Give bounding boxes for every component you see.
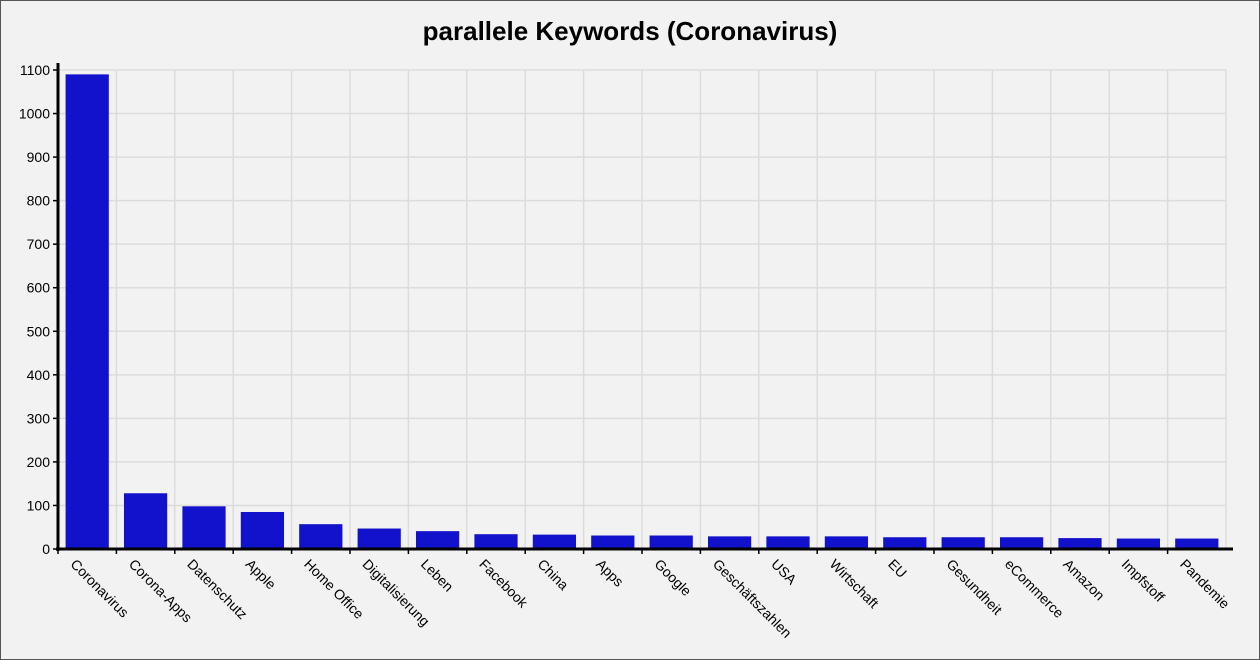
- chart-title: parallele Keywords (Coronavirus): [423, 16, 838, 46]
- bar: [766, 536, 810, 549]
- x-tick-label: Wirtschaft: [827, 556, 882, 611]
- bar: [1175, 538, 1219, 549]
- x-tick-label: China: [535, 556, 572, 593]
- y-tick-label: 1100: [20, 62, 50, 78]
- x-tick-label: Amazon: [1060, 556, 1108, 604]
- bar: [941, 537, 985, 549]
- bars: [65, 74, 1219, 549]
- x-tick-label: Apple: [243, 556, 280, 593]
- bar: [357, 528, 401, 549]
- x-tick-label: Google: [651, 556, 694, 599]
- bar: [299, 524, 343, 549]
- bar: [240, 511, 285, 549]
- x-tick-label: Facebook: [476, 556, 531, 611]
- x-tick-label: Pandemie: [1177, 556, 1233, 612]
- y-tick-label: 300: [27, 410, 51, 426]
- bar: [1058, 538, 1102, 549]
- grid-lines: [57, 69, 1227, 550]
- bar: [883, 537, 927, 549]
- bar: [474, 534, 518, 549]
- y-tick-label: 500: [27, 323, 51, 339]
- bar: [591, 535, 635, 549]
- bar: [415, 531, 460, 549]
- x-tick-label: Gesundheit: [943, 556, 1005, 618]
- y-tick-label: 200: [27, 454, 51, 470]
- y-tick-label: 0: [42, 541, 50, 557]
- bar: [182, 506, 226, 549]
- bar: [824, 536, 869, 549]
- y-tick-label: 700: [27, 236, 51, 252]
- bar: [1116, 538, 1161, 549]
- y-tick-label: 600: [27, 280, 51, 296]
- x-tick-label: Apps: [593, 556, 627, 590]
- y-tick-label: 900: [27, 149, 51, 165]
- bar: [707, 536, 752, 549]
- y-axis-ticks: 0 100 200 300 400 500 600 700 800 900 1000 1100: [19, 62, 58, 557]
- x-tick-label: Home Office: [301, 556, 367, 622]
- bar: [532, 534, 577, 549]
- x-tick-label: USA: [768, 556, 800, 588]
- x-tick-label: Coronavirus: [67, 556, 132, 621]
- y-tick-label: 100: [27, 497, 51, 513]
- x-tick-label: Impfstoff: [1119, 556, 1168, 605]
- bar: [65, 74, 109, 549]
- y-tick-label: 1000: [19, 106, 50, 122]
- bar: [999, 537, 1044, 549]
- bar: [649, 535, 693, 549]
- y-tick-label: 800: [27, 193, 51, 209]
- x-tick-label: EU: [885, 556, 910, 581]
- x-tick-label: Leben: [418, 556, 457, 595]
- y-tick-label: 400: [27, 367, 51, 383]
- bar: [123, 493, 168, 549]
- x-tick-label: eCommerce: [1002, 556, 1067, 621]
